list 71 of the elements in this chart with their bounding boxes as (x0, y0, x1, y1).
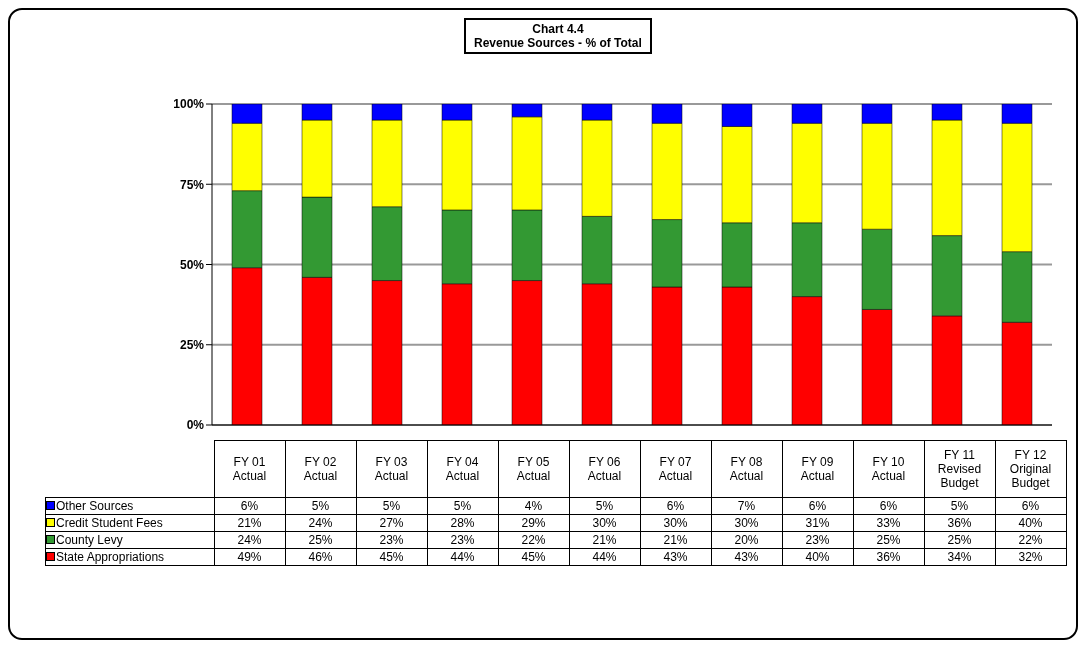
data-label: 24% (285, 514, 356, 532)
data-label: 23% (356, 531, 427, 549)
data-label: 25% (285, 531, 356, 549)
data-label: 44% (569, 548, 640, 566)
data-label: 40% (995, 514, 1066, 532)
data-label: 31% (782, 514, 853, 532)
data-label: 33% (853, 514, 924, 532)
data-label: 21% (640, 531, 711, 549)
x-tick-label: FY 11 Revised Budget (936, 448, 983, 490)
data-label: 29% (498, 514, 569, 532)
data-label: 43% (640, 548, 711, 566)
data-label: 6% (853, 497, 924, 515)
x-tick-label: FY 04 Actual (444, 455, 481, 483)
x-tick-label: FY 03 Actual (373, 455, 410, 483)
data-label: 5% (427, 497, 498, 515)
data-label: 25% (853, 531, 924, 549)
x-tick-label: FY 05 Actual (515, 455, 552, 483)
data-label: 27% (356, 514, 427, 532)
data-label: 6% (782, 497, 853, 515)
data-label: 24% (214, 531, 285, 549)
data-label: 43% (711, 548, 782, 566)
data-label: 20% (711, 531, 782, 549)
data-label: 7% (711, 497, 782, 515)
x-tick-label: FY 06 Actual (586, 455, 623, 483)
data-label: 22% (995, 531, 1066, 549)
data-label: 46% (285, 548, 356, 566)
data-label: 36% (853, 548, 924, 566)
legend-label: State Appropriations (45, 548, 214, 566)
y-tick-label: 25% (179, 338, 205, 353)
data-label: 36% (924, 514, 995, 532)
data-label: 23% (427, 531, 498, 549)
data-label: 6% (214, 497, 285, 515)
y-tick-label: 50% (179, 257, 205, 272)
data-label: 5% (924, 497, 995, 515)
data-label: 28% (427, 514, 498, 532)
data-label: 25% (924, 531, 995, 549)
data-label: 6% (640, 497, 711, 515)
legend-label: County Levy (45, 531, 214, 549)
x-tick-label: FY 09 Actual (799, 455, 836, 483)
data-label: 30% (711, 514, 782, 532)
y-tick-label: 0% (186, 418, 205, 433)
data-label: 44% (427, 548, 498, 566)
y-tick-label: 75% (179, 177, 205, 192)
data-label: 30% (640, 514, 711, 532)
data-label: 34% (924, 548, 995, 566)
data-label: 5% (356, 497, 427, 515)
data-label: 32% (995, 548, 1066, 566)
chart-subtitle: Revenue Sources - % of Total (474, 36, 642, 50)
data-label: 4% (498, 497, 569, 515)
chart-title: Chart 4.4 (531, 22, 585, 36)
data-label: 40% (782, 548, 853, 566)
data-label: 22% (498, 531, 569, 549)
x-tick-label: FY 02 Actual (302, 455, 339, 483)
x-tick-label: FY 08 Actual (728, 455, 765, 483)
data-label: 23% (782, 531, 853, 549)
x-tick-label: FY 07 Actual (657, 455, 694, 483)
legend-label: Credit Student Fees (45, 514, 214, 532)
x-tick-label: FY 01 Actual (231, 455, 268, 483)
data-label: 6% (995, 497, 1066, 515)
data-label: 21% (214, 514, 285, 532)
y-tick-label: 100% (173, 97, 205, 112)
data-label: 45% (498, 548, 569, 566)
x-tick-label: FY 12 Original Budget (1008, 448, 1053, 490)
data-label: 49% (214, 548, 285, 566)
data-label: 30% (569, 514, 640, 532)
legend-label: Other Sources (45, 497, 214, 515)
data-label: 5% (285, 497, 356, 515)
x-tick-label: FY 10 Actual (870, 455, 907, 483)
data-label: 45% (356, 548, 427, 566)
data-label: 5% (569, 497, 640, 515)
data-label: 21% (569, 531, 640, 549)
